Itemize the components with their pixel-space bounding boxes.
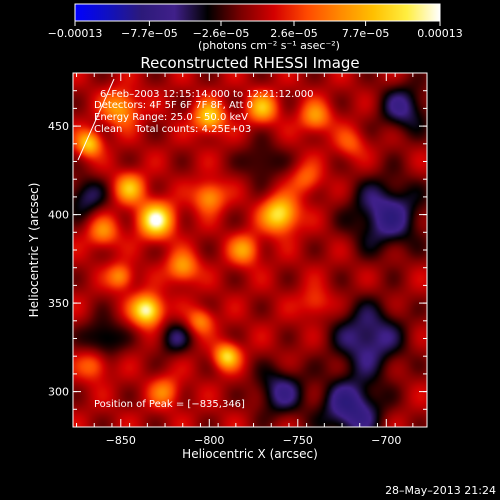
x-axis-label: Heliocentric X (arcsec) <box>182 447 318 461</box>
timestamp: 28–May–2013 21:24 <box>385 484 496 497</box>
plot-annotations: 6–Feb–2003 12:15:14.000 to 12:21:12.000 … <box>94 89 313 410</box>
peak-position-text: Position of Peak = [−835,346] <box>94 399 245 410</box>
colorbar-tick-label: −2.6e−05 <box>193 27 250 40</box>
x-tick-label: −750 <box>283 434 313 447</box>
solar-limb-line <box>77 78 115 161</box>
x-tick-label: −800 <box>194 434 224 447</box>
energy-range-text: Energy Range: 25.0 – 50.0 keV <box>94 112 248 123</box>
x-tick-label: −850 <box>106 434 136 447</box>
heatmap-image <box>73 73 427 427</box>
y-tick-label: 300 <box>48 386 69 399</box>
plot-area: −850 −800 −750 −700 300 350 400 450 <box>48 72 428 447</box>
colorbar-tick-label: −0.00013 <box>48 27 103 40</box>
y-tick-label: 400 <box>48 209 69 222</box>
y-axis-label: Heliocentric Y (arcsec) <box>27 183 41 318</box>
x-tick-label: −700 <box>371 434 401 447</box>
method-counts-text: Clean Total counts: 4.25E+03 <box>94 124 251 135</box>
colorbar-unit-label: (photons cm⁻² s⁻¹ asec⁻²) <box>198 39 340 52</box>
axis-ticks: −850 −800 −750 −700 300 350 400 450 <box>48 73 427 447</box>
y-tick-label: 450 <box>48 120 69 133</box>
colorbar-tick-label: −7.7e−05 <box>121 27 178 40</box>
y-tick-label: 350 <box>48 297 69 310</box>
colorbar: −0.00013 −7.7e−05 −2.6e−05 2.6e−05 7.7e−05 0.… <box>48 3 463 52</box>
detectors-text: Detectors: 4F 5F 6F 7F 8F, Att 0 <box>94 100 253 111</box>
colorbar-tick-label: 7.7e−05 <box>342 27 389 40</box>
colorbar-ticks: −0.00013 −7.7e−05 −2.6e−05 2.6e−05 7.7e−05 0.… <box>48 21 463 40</box>
chart-title: Reconstructed RHESSI Image <box>140 54 359 72</box>
colorbar-tick-label: 0.00013 <box>417 27 463 40</box>
colorbar-tick-label: 2.6e−05 <box>270 27 317 40</box>
colorbar-gradient <box>74 3 441 22</box>
time-range-text: 6–Feb–2003 12:15:14.000 to 12:21:12.000 <box>100 89 313 100</box>
